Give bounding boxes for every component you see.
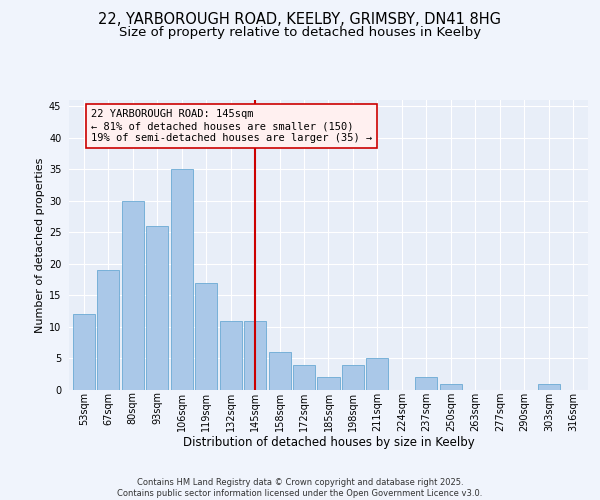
Bar bbox=[122, 201, 143, 390]
Bar bbox=[195, 283, 217, 390]
Text: 22, YARBOROUGH ROAD, KEELBY, GRIMSBY, DN41 8HG: 22, YARBOROUGH ROAD, KEELBY, GRIMSBY, DN… bbox=[98, 12, 502, 28]
Bar bbox=[342, 365, 364, 390]
Bar bbox=[367, 358, 388, 390]
Text: Size of property relative to detached houses in Keelby: Size of property relative to detached ho… bbox=[119, 26, 481, 39]
Bar bbox=[269, 352, 290, 390]
Bar bbox=[97, 270, 119, 390]
Bar bbox=[220, 320, 242, 390]
Bar bbox=[538, 384, 560, 390]
Text: Contains HM Land Registry data © Crown copyright and database right 2025.
Contai: Contains HM Land Registry data © Crown c… bbox=[118, 478, 482, 498]
Bar bbox=[244, 320, 266, 390]
Bar bbox=[73, 314, 95, 390]
Bar bbox=[440, 384, 462, 390]
Bar bbox=[170, 170, 193, 390]
X-axis label: Distribution of detached houses by size in Keelby: Distribution of detached houses by size … bbox=[182, 436, 475, 450]
Bar bbox=[415, 378, 437, 390]
Y-axis label: Number of detached properties: Number of detached properties bbox=[35, 158, 44, 332]
Bar bbox=[293, 365, 315, 390]
Bar bbox=[146, 226, 168, 390]
Bar bbox=[317, 378, 340, 390]
Text: 22 YARBOROUGH ROAD: 145sqm
← 81% of detached houses are smaller (150)
19% of sem: 22 YARBOROUGH ROAD: 145sqm ← 81% of deta… bbox=[91, 110, 372, 142]
